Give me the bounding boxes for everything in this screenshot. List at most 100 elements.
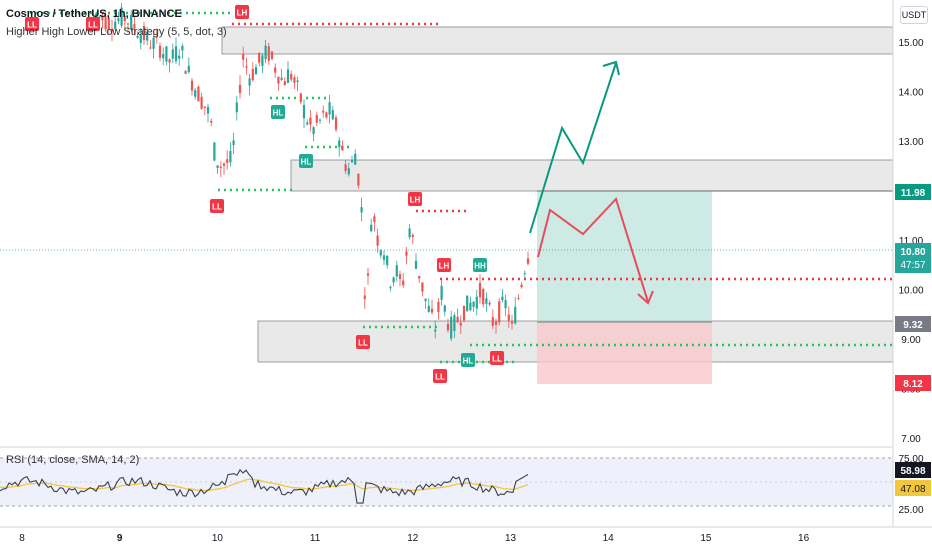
candle-body [363, 295, 366, 300]
pivot-marker-badge [271, 105, 285, 119]
rsi-value-label: 58.98 [895, 462, 931, 478]
pivot-marker-badge [86, 17, 100, 31]
rsi-line [0, 468, 529, 504]
time-axis[interactable]: 8 9 10 11 12 13 14 15 16 [0, 526, 932, 544]
candle-body [210, 120, 213, 123]
bearish-arrow-head [637, 290, 654, 305]
rsi-tick-25: 25.00 [898, 505, 923, 516]
candle-body [440, 285, 443, 300]
candle-body [206, 106, 210, 114]
candle-body [456, 316, 459, 323]
candle-body [370, 224, 373, 232]
candle-body [123, 16, 126, 22]
candle-body [200, 96, 203, 109]
price-tick-label: 7.00 [901, 434, 921, 445]
candle-body [194, 90, 197, 97]
currency-button[interactable]: USDT [900, 6, 928, 24]
candle-body [309, 117, 312, 125]
candle-body [107, 17, 110, 30]
svg-text:47.08: 47.08 [900, 484, 925, 495]
candle-body [117, 18, 120, 22]
price-tick-label: 13.00 [898, 137, 923, 148]
price-tick-label: 15.00 [898, 38, 923, 49]
take-profit-zone [537, 191, 712, 322]
candle-body [427, 305, 430, 312]
candle-body [120, 7, 123, 26]
candle-body [136, 35, 139, 38]
pivot-marker-badge [437, 258, 451, 272]
candle-body [494, 321, 498, 325]
candle-body [395, 265, 398, 277]
candle-body [459, 322, 462, 326]
candle-body [174, 46, 178, 62]
pivot-marker-label: LH [237, 9, 248, 18]
candle-body [315, 114, 318, 123]
pivot-marker-label: LL [212, 203, 222, 212]
candle-body [283, 81, 286, 86]
pivot-marker-label: LL [492, 355, 502, 364]
price-axis[interactable]: 15.0014.0013.0012.0011.0010.009.008.007.… [892, 0, 931, 527]
rsi-ma-value-label: 47.08 [895, 480, 931, 496]
candle-body [290, 73, 293, 80]
candle-body [142, 25, 146, 40]
candle-body [274, 67, 277, 73]
candle-body [466, 295, 469, 312]
candle-body [104, 16, 107, 30]
rsi-legend[interactable]: RSI (14, close, SMA, 14, 2) [6, 454, 140, 466]
bullish-projection-arrow [529, 62, 617, 234]
candle-body [242, 54, 245, 60]
candle-body [398, 274, 402, 280]
time-tick-label: 16 [798, 533, 810, 544]
candle-body [424, 298, 427, 301]
candle-body [139, 34, 142, 43]
candle-body [312, 127, 315, 135]
pivot-marker-badge [299, 154, 313, 168]
pivot-marker-badge [356, 335, 370, 349]
candle-body [299, 93, 302, 103]
candle-body [306, 122, 309, 125]
candle-body [254, 67, 258, 75]
candle-body [165, 46, 168, 62]
svg-text:10.80: 10.80 [900, 247, 925, 258]
candle-body [251, 68, 254, 81]
candle-body [344, 164, 347, 172]
candle-body [245, 66, 248, 68]
candle-body [347, 168, 350, 175]
price-tick-label: 11.00 [899, 236, 924, 247]
candle-body [149, 47, 152, 49]
candle-body [376, 235, 379, 246]
candle-body [270, 51, 274, 59]
candle-body [178, 55, 181, 59]
candlestick-series [94, 3, 530, 342]
candle-body [331, 110, 334, 120]
candle-body [501, 296, 504, 300]
candle-body [280, 77, 283, 80]
candle-body [488, 302, 491, 305]
candle-body [350, 160, 354, 163]
pivot-marker-label: HL [463, 357, 474, 366]
stop-loss-zone [537, 322, 712, 384]
time-tick-label: 9 [117, 533, 123, 544]
candle-body [197, 86, 200, 102]
candle-body [293, 77, 296, 83]
pivot-marker-badge [210, 199, 224, 213]
candle-body [421, 282, 424, 292]
candle-body [338, 140, 341, 148]
indicator-legend[interactable]: Higher High Lower Low Strategy (5, 5, do… [6, 26, 227, 38]
pivot-marker-badge [408, 192, 422, 206]
candle-body [168, 59, 171, 63]
candle-body [229, 151, 232, 163]
pivot-marker-label: LH [410, 196, 421, 205]
time-tick-label: 10 [212, 533, 224, 544]
candle-body [405, 251, 408, 256]
candle-body [450, 316, 453, 339]
candle-body [437, 301, 440, 313]
candle-body [110, 28, 114, 32]
pivot-marker-label: LL [88, 21, 98, 30]
candle-body [162, 54, 165, 59]
time-tick-label: 12 [407, 533, 419, 544]
candle-body [264, 45, 267, 60]
candle-body [94, 13, 98, 16]
candle-body [386, 255, 389, 266]
